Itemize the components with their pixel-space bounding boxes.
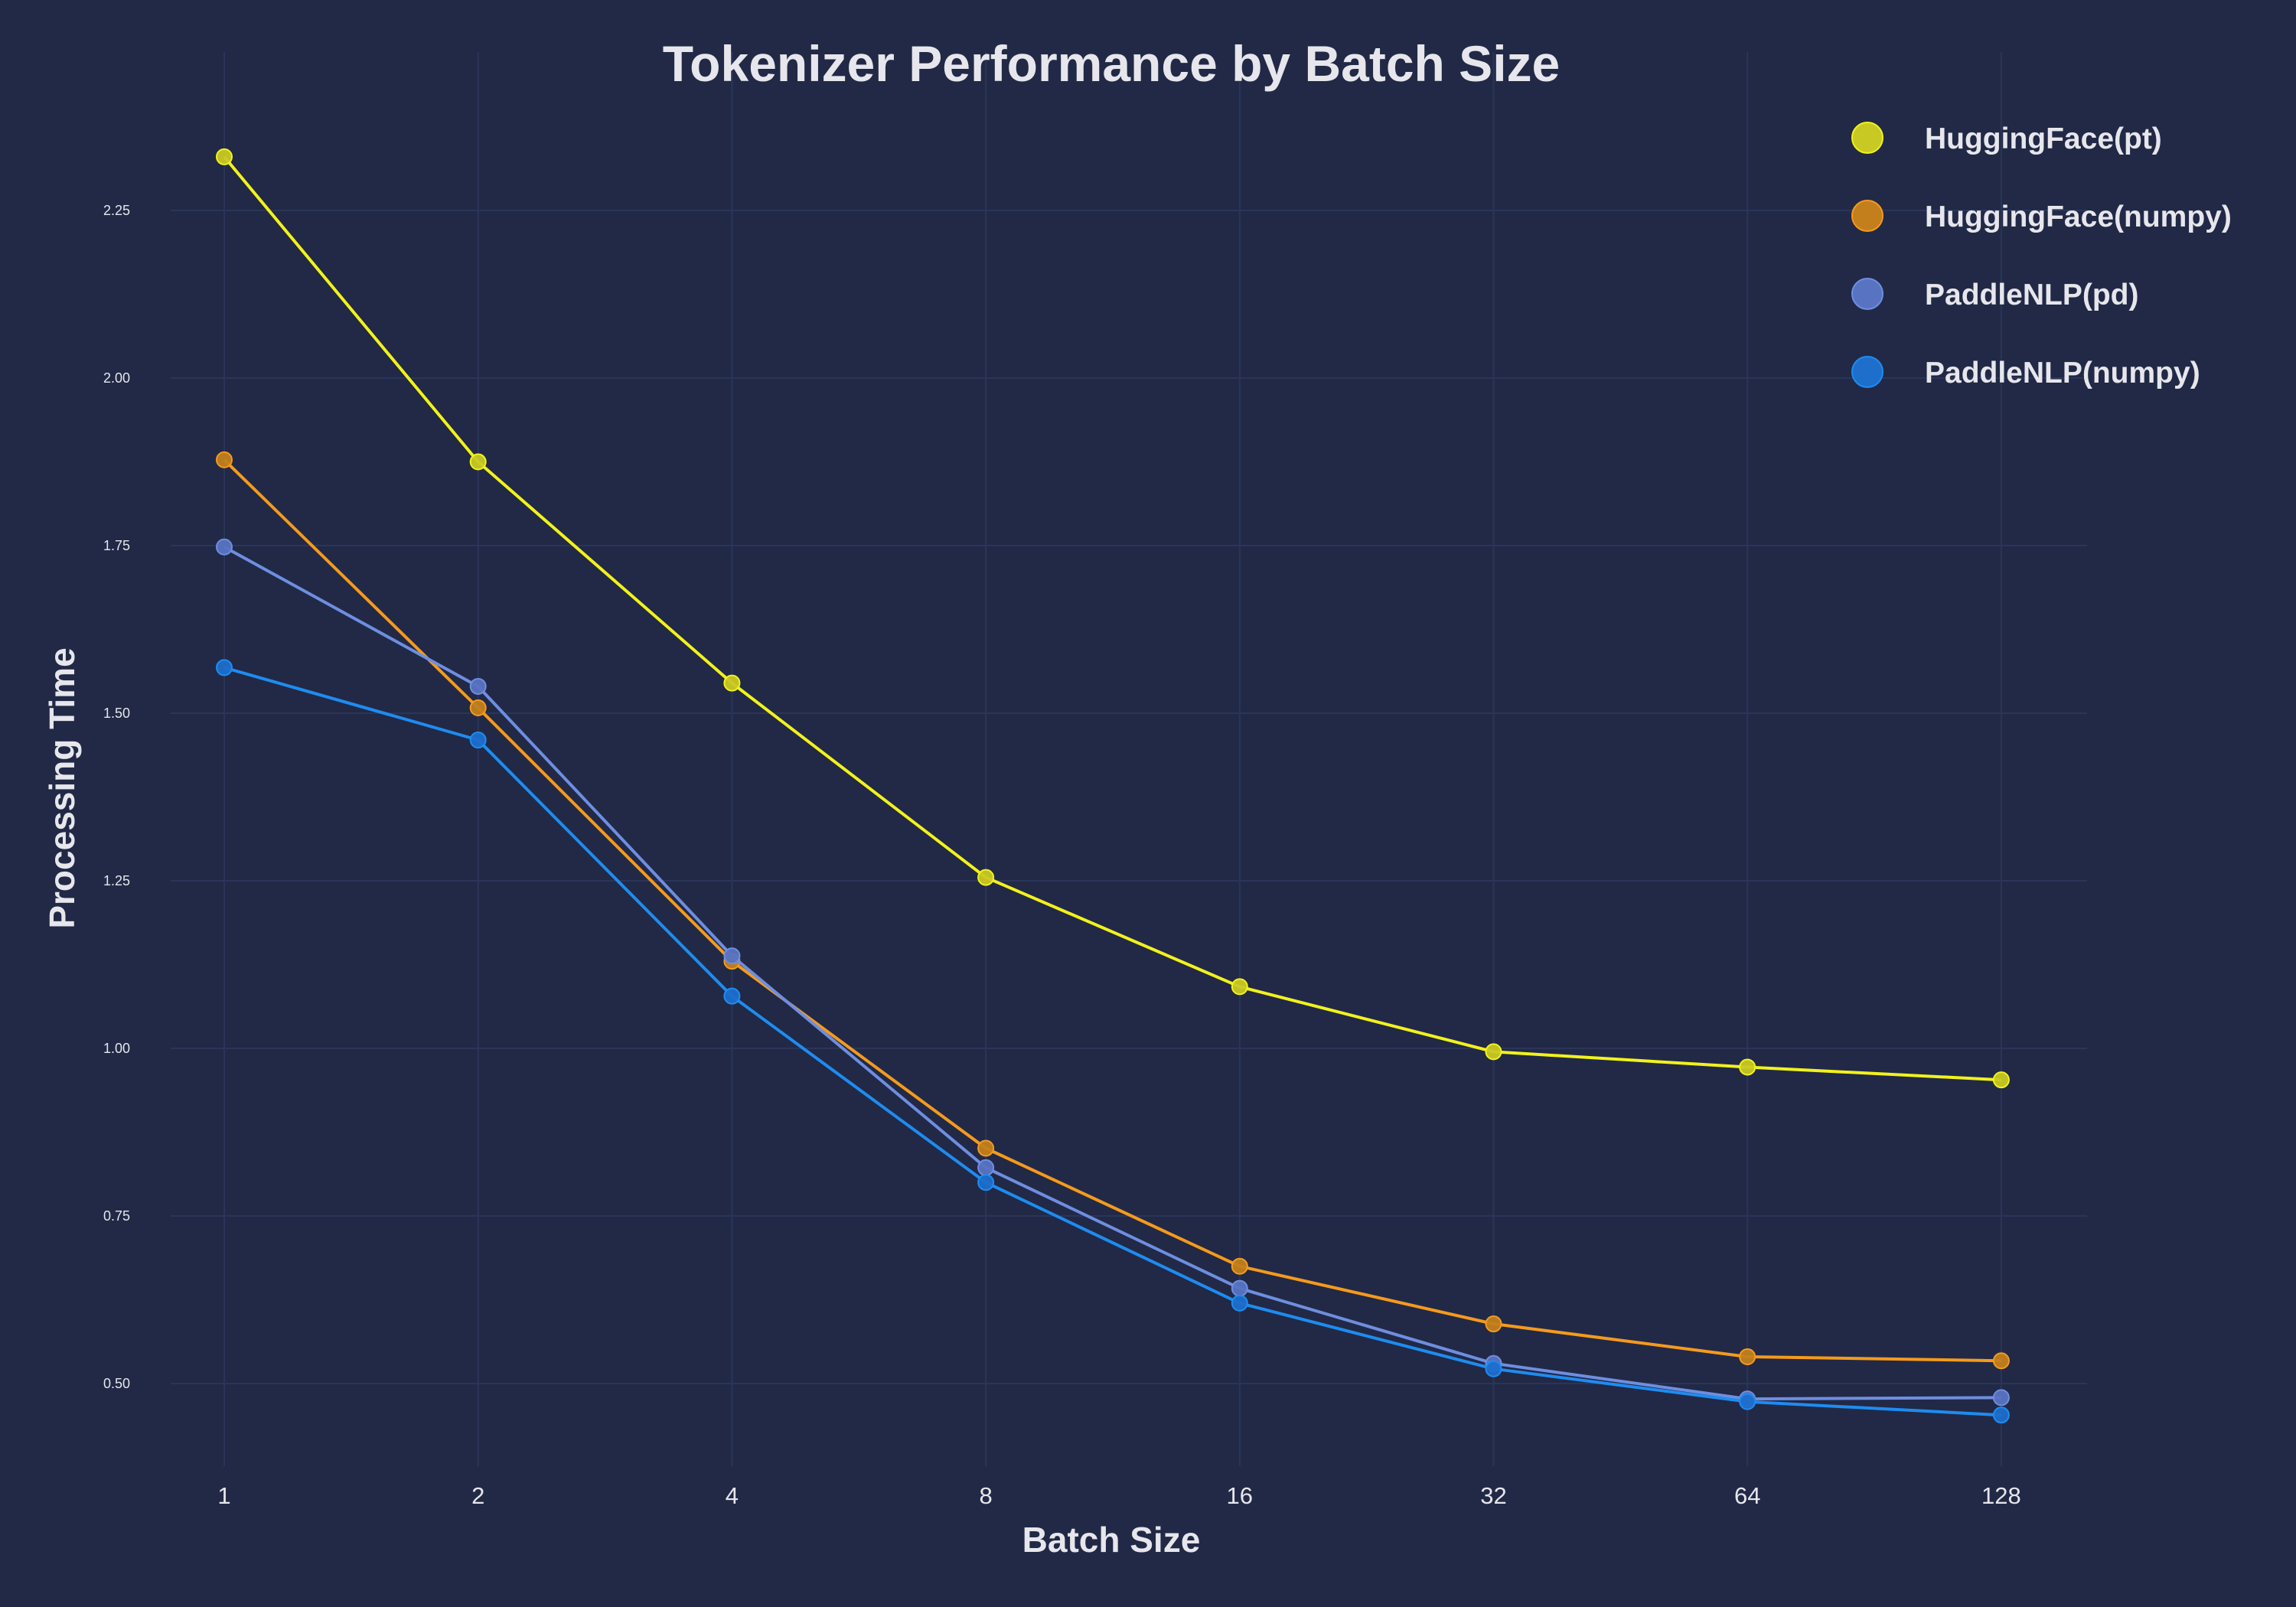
data-point bbox=[469, 453, 487, 471]
grid-layer bbox=[171, 52, 2087, 1466]
data-point bbox=[1231, 1294, 1248, 1312]
x-axis-label: Batch Size bbox=[1022, 1520, 1201, 1560]
y-tick-label: 0.75 bbox=[103, 1208, 130, 1224]
legend-item: HuggingFace(pt) bbox=[1851, 122, 2162, 155]
data-point bbox=[469, 732, 487, 749]
series-line bbox=[223, 458, 2001, 1363]
y-tick-labels: 0.50 0.75 1.00 1.25 1.50 1.75 2.00 2.25 bbox=[103, 203, 130, 1391]
data-point bbox=[1739, 1348, 1756, 1365]
y-tick-label: 0.50 bbox=[103, 1376, 130, 1391]
data-point bbox=[1231, 1279, 1248, 1297]
x-tick-label: 2 bbox=[471, 1482, 484, 1509]
chart-title: Tokenizer Performance by Batch Size bbox=[663, 35, 1561, 92]
series-line bbox=[223, 666, 2002, 1417]
data-point bbox=[977, 1174, 995, 1191]
y-tick-label: 1.25 bbox=[103, 873, 130, 888]
legend-marker bbox=[1851, 122, 1883, 154]
legend-marker bbox=[1851, 278, 1883, 310]
x-tick-label: 16 bbox=[1227, 1482, 1253, 1509]
y-tick-label: 1.00 bbox=[103, 1041, 130, 1056]
x-tick-label: 4 bbox=[726, 1482, 739, 1509]
data-point bbox=[1992, 1352, 2010, 1370]
legend-label: PaddleNLP(numpy) bbox=[1925, 357, 2200, 390]
data-point bbox=[723, 987, 741, 1005]
legend: HuggingFace(pt) HuggingFace(numpy) PaddleN… bbox=[1851, 122, 2232, 390]
data-point bbox=[1739, 1393, 1756, 1410]
y-tick-label: 2.25 bbox=[103, 203, 130, 218]
data-point bbox=[723, 674, 741, 692]
data-point bbox=[977, 1139, 995, 1157]
data-point bbox=[216, 451, 233, 468]
series-0 bbox=[216, 148, 2010, 1089]
x-tick-labels: 1 2 4 8 16 32 64 128 bbox=[217, 1482, 2020, 1509]
y-axis-label: Processing Time bbox=[42, 647, 82, 928]
series-1 bbox=[216, 451, 2010, 1370]
legend-label: HuggingFace(numpy) bbox=[1925, 200, 2232, 233]
data-point bbox=[1992, 1407, 2010, 1424]
data-point bbox=[1231, 1257, 1248, 1275]
data-point bbox=[216, 148, 233, 165]
legend-marker bbox=[1851, 200, 1883, 232]
data-point bbox=[1485, 1360, 1502, 1377]
x-tick-label: 32 bbox=[1480, 1482, 1506, 1509]
series-3 bbox=[216, 659, 2010, 1424]
data-point bbox=[216, 538, 233, 556]
legend-item: HuggingFace(numpy) bbox=[1851, 200, 2232, 233]
series-line bbox=[223, 155, 2002, 1082]
x-tick-label: 8 bbox=[979, 1482, 992, 1509]
data-point bbox=[977, 869, 995, 886]
legend-marker bbox=[1851, 356, 1883, 388]
data-point bbox=[1485, 1315, 1502, 1333]
x-tick-label: 1 bbox=[217, 1482, 230, 1509]
data-point bbox=[1739, 1058, 1756, 1076]
data-point bbox=[216, 659, 233, 676]
legend-item: PaddleNLP(numpy) bbox=[1851, 356, 2200, 390]
legend-label: PaddleNLP(pd) bbox=[1925, 279, 2139, 311]
data-point bbox=[1231, 978, 1248, 996]
x-tick-label: 128 bbox=[1981, 1482, 2021, 1509]
y-tick-label: 1.75 bbox=[103, 538, 130, 553]
data-point bbox=[723, 947, 741, 965]
data-point bbox=[977, 1159, 995, 1176]
y-tick-label: 2.00 bbox=[103, 370, 130, 386]
data-point bbox=[469, 699, 487, 716]
data-point bbox=[469, 677, 487, 695]
data-point bbox=[1992, 1389, 2010, 1407]
legend-item: PaddleNLP(pd) bbox=[1851, 278, 2139, 311]
series-line bbox=[223, 546, 2001, 1401]
y-tick-label: 1.50 bbox=[103, 706, 130, 721]
series-layer bbox=[216, 148, 2010, 1424]
x-tick-label: 64 bbox=[1734, 1482, 1760, 1509]
data-point bbox=[1992, 1071, 2010, 1089]
data-point bbox=[1485, 1043, 1502, 1061]
legend-label: HuggingFace(pt) bbox=[1925, 122, 2162, 155]
